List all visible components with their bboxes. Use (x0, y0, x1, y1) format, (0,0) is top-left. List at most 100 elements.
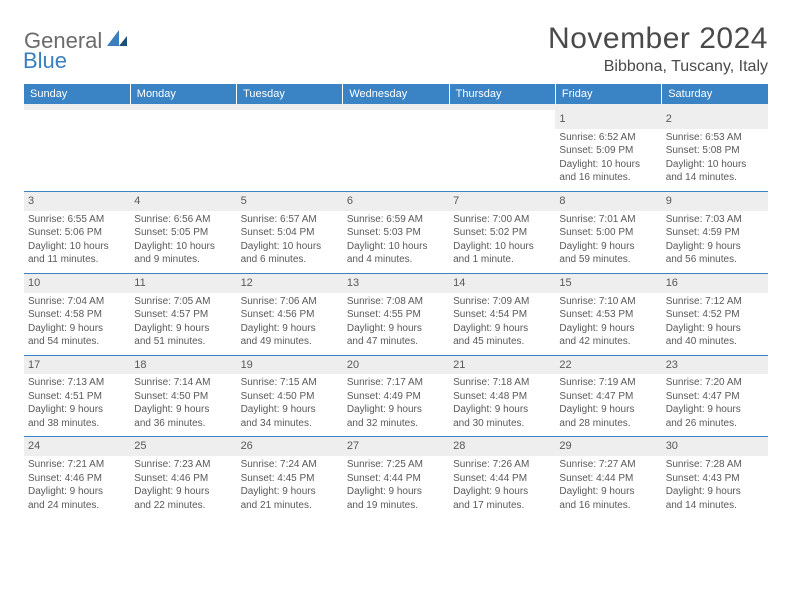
title-block: November 2024 Bibbona, Tuscany, Italy (548, 22, 768, 76)
day-detail-line: Sunrise: 7:05 AM (134, 295, 232, 309)
day-detail-line: and 22 minutes. (134, 499, 232, 513)
day-header: Friday (555, 84, 661, 104)
calendar-page: General November 2024 Bibbona, Tuscany, … (0, 0, 792, 528)
day-detail-line: Sunset: 4:57 PM (134, 308, 232, 322)
day-detail-line: Sunset: 4:47 PM (559, 390, 657, 404)
day-cell: 29Sunrise: 7:27 AMSunset: 4:44 PMDayligh… (555, 437, 661, 518)
day-number: 20 (343, 356, 449, 375)
day-number: 13 (343, 274, 449, 293)
day-detail-line: Daylight: 9 hours (241, 485, 339, 499)
day-detail-line: Sunset: 4:50 PM (241, 390, 339, 404)
day-cell: 20Sunrise: 7:17 AMSunset: 4:49 PMDayligh… (343, 355, 449, 437)
day-cell: 18Sunrise: 7:14 AMSunset: 4:50 PMDayligh… (130, 355, 236, 437)
day-detail-line: Sunrise: 7:08 AM (347, 295, 445, 309)
day-detail-line: Sunrise: 7:01 AM (559, 213, 657, 227)
day-detail-line: Sunset: 4:43 PM (666, 472, 764, 486)
day-detail-line: Sunset: 4:55 PM (347, 308, 445, 322)
day-detail-line: Sunrise: 7:23 AM (134, 458, 232, 472)
day-cell: 3Sunrise: 6:55 AMSunset: 5:06 PMDaylight… (24, 191, 130, 273)
day-cell: 14Sunrise: 7:09 AMSunset: 4:54 PMDayligh… (449, 273, 555, 355)
day-number: 19 (237, 356, 343, 375)
day-number: 6 (343, 192, 449, 211)
day-header: Thursday (449, 84, 555, 104)
day-cell: 19Sunrise: 7:15 AMSunset: 4:50 PMDayligh… (237, 355, 343, 437)
day-number: 3 (24, 192, 130, 211)
day-cell: 1Sunrise: 6:52 AMSunset: 5:09 PMDaylight… (555, 110, 661, 191)
day-detail-line: Daylight: 9 hours (241, 403, 339, 417)
day-number: 7 (449, 192, 555, 211)
day-detail-line: and 26 minutes. (666, 417, 764, 431)
day-number: 8 (555, 192, 661, 211)
day-detail-line: Sunrise: 7:24 AM (241, 458, 339, 472)
day-detail-line: Daylight: 9 hours (559, 403, 657, 417)
day-detail-line: and 16 minutes. (559, 499, 657, 513)
day-detail-line: Daylight: 9 hours (453, 485, 551, 499)
day-detail-line: and 59 minutes. (559, 253, 657, 267)
day-header: Tuesday (237, 84, 343, 104)
day-detail-line: Sunrise: 7:09 AM (453, 295, 551, 309)
day-detail-line: Sunset: 4:51 PM (28, 390, 126, 404)
day-detail-line: Sunrise: 7:04 AM (28, 295, 126, 309)
day-detail-line: Sunrise: 7:19 AM (559, 376, 657, 390)
week-row: 3Sunrise: 6:55 AMSunset: 5:06 PMDaylight… (24, 191, 768, 273)
brand-sail-icon (107, 30, 127, 53)
day-detail-line: Sunset: 4:47 PM (666, 390, 764, 404)
day-number: 24 (24, 437, 130, 456)
day-detail-line: and 14 minutes. (666, 499, 764, 513)
day-detail-line: Sunset: 4:53 PM (559, 308, 657, 322)
day-detail-line: and 17 minutes. (453, 499, 551, 513)
day-cell: 5Sunrise: 6:57 AMSunset: 5:04 PMDaylight… (237, 191, 343, 273)
day-cell (343, 110, 449, 191)
day-detail-line: Sunrise: 6:59 AM (347, 213, 445, 227)
day-number: 30 (662, 437, 768, 456)
day-detail-line: Daylight: 9 hours (666, 322, 764, 336)
day-number: 28 (449, 437, 555, 456)
day-detail-line: Sunset: 5:00 PM (559, 226, 657, 240)
day-detail-line: Sunset: 4:58 PM (28, 308, 126, 322)
day-detail-line: and 32 minutes. (347, 417, 445, 431)
day-header: Monday (130, 84, 236, 104)
day-number: 23 (662, 356, 768, 375)
calendar-head: Sunday Monday Tuesday Wednesday Thursday… (24, 84, 768, 110)
day-detail-line: Sunrise: 7:27 AM (559, 458, 657, 472)
day-detail-line: Sunset: 5:06 PM (28, 226, 126, 240)
day-detail-line: Sunset: 4:50 PM (134, 390, 232, 404)
day-detail-line: Sunrise: 7:25 AM (347, 458, 445, 472)
week-row: 17Sunrise: 7:13 AMSunset: 4:51 PMDayligh… (24, 355, 768, 437)
day-cell: 6Sunrise: 6:59 AMSunset: 5:03 PMDaylight… (343, 191, 449, 273)
day-detail-line: Sunrise: 6:56 AM (134, 213, 232, 227)
day-cell: 17Sunrise: 7:13 AMSunset: 4:51 PMDayligh… (24, 355, 130, 437)
day-number: 4 (130, 192, 236, 211)
brand-part2-wrap: Blue (24, 48, 67, 74)
calendar-table: Sunday Monday Tuesday Wednesday Thursday… (24, 84, 768, 518)
day-detail-line: Sunset: 5:05 PM (134, 226, 232, 240)
day-detail-line: Daylight: 9 hours (666, 403, 764, 417)
day-number: 2 (662, 110, 768, 129)
day-detail-line: Daylight: 10 hours (666, 158, 764, 172)
day-detail-line: Daylight: 9 hours (559, 485, 657, 499)
header: General November 2024 Bibbona, Tuscany, … (24, 22, 768, 76)
location-subtitle: Bibbona, Tuscany, Italy (548, 58, 768, 76)
day-header: Wednesday (343, 84, 449, 104)
day-detail-line: Sunrise: 6:53 AM (666, 131, 764, 145)
day-detail-line: Sunset: 5:02 PM (453, 226, 551, 240)
day-detail-line: and 56 minutes. (666, 253, 764, 267)
day-number: 27 (343, 437, 449, 456)
day-detail-line: and 6 minutes. (241, 253, 339, 267)
day-cell: 16Sunrise: 7:12 AMSunset: 4:52 PMDayligh… (662, 273, 768, 355)
day-detail-line: and 45 minutes. (453, 335, 551, 349)
day-number: 14 (449, 274, 555, 293)
day-cell: 22Sunrise: 7:19 AMSunset: 4:47 PMDayligh… (555, 355, 661, 437)
day-detail-line: and 19 minutes. (347, 499, 445, 513)
day-detail-line: Sunset: 4:52 PM (666, 308, 764, 322)
day-cell: 13Sunrise: 7:08 AMSunset: 4:55 PMDayligh… (343, 273, 449, 355)
day-detail-line: Daylight: 10 hours (134, 240, 232, 254)
day-cell: 2Sunrise: 6:53 AMSunset: 5:08 PMDaylight… (662, 110, 768, 191)
day-number: 1 (555, 110, 661, 129)
day-header-row: Sunday Monday Tuesday Wednesday Thursday… (24, 84, 768, 104)
day-number: 9 (662, 192, 768, 211)
day-detail-line: Sunrise: 7:06 AM (241, 295, 339, 309)
day-detail-line: Daylight: 9 hours (134, 322, 232, 336)
day-cell: 12Sunrise: 7:06 AMSunset: 4:56 PMDayligh… (237, 273, 343, 355)
day-cell: 27Sunrise: 7:25 AMSunset: 4:44 PMDayligh… (343, 437, 449, 518)
